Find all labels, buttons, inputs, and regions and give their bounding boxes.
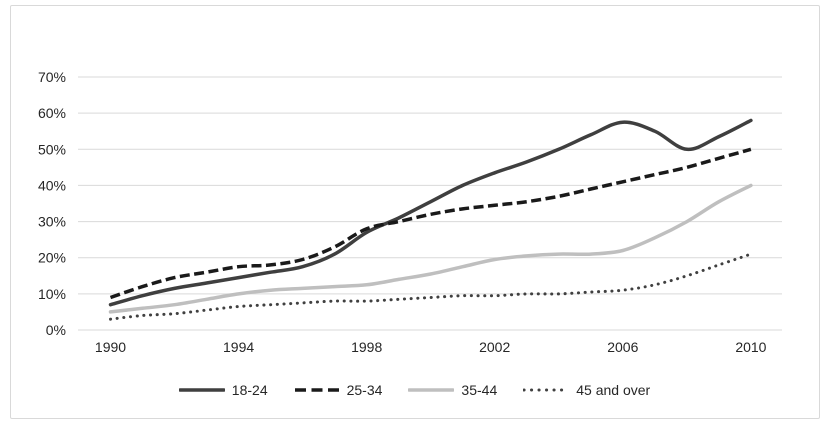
y-axis-tick-label: 20% bbox=[38, 250, 66, 266]
x-axis-tick-label: 1994 bbox=[223, 339, 254, 355]
legend-item-35-44: 35-44 bbox=[408, 383, 497, 397]
y-axis-tick-label: 30% bbox=[38, 214, 66, 230]
legend-item-25-34: 25-34 bbox=[294, 382, 383, 398]
x-axis-tick-label: 2006 bbox=[607, 339, 638, 355]
chart-card bbox=[10, 5, 820, 419]
y-axis-tick-label: 0% bbox=[46, 322, 66, 338]
legend-label: 25-34 bbox=[346, 382, 383, 398]
x-axis-tick-label: 2010 bbox=[735, 339, 766, 355]
x-axis-tick-label: 2002 bbox=[479, 339, 510, 355]
legend-item-45-and-over: 45 and over bbox=[523, 383, 650, 397]
y-axis-tick-label: 60% bbox=[38, 105, 66, 121]
y-axis-tick-label: 10% bbox=[38, 286, 66, 302]
legend-solid-line-icon bbox=[178, 388, 225, 392]
legend-label: 35-44 bbox=[461, 382, 498, 398]
chart-legend: 18-24 25-34 35-44 45 and over bbox=[0, 383, 829, 397]
legend-label: 18-24 bbox=[231, 382, 268, 398]
series-line-35-44 bbox=[108, 183, 753, 314]
y-axis-tick-label: 70% bbox=[38, 69, 66, 85]
y-axis-tick-label: 50% bbox=[38, 141, 66, 157]
x-axis-tick-label: 1998 bbox=[351, 339, 382, 355]
legend-solid-line-icon bbox=[408, 388, 455, 392]
series-line-45-and-over bbox=[109, 252, 753, 321]
legend-dashed-line-icon bbox=[294, 388, 339, 392]
x-axis-tick-label: 1990 bbox=[95, 339, 126, 355]
legend-item-18-24: 18-24 bbox=[178, 382, 268, 398]
series-line-18-24 bbox=[108, 118, 753, 307]
y-axis-tick-label: 40% bbox=[38, 177, 66, 193]
legend-dotted-line-icon bbox=[523, 388, 570, 392]
series-line-25-34 bbox=[109, 147, 752, 300]
legend-label: 45 and over bbox=[576, 382, 651, 398]
